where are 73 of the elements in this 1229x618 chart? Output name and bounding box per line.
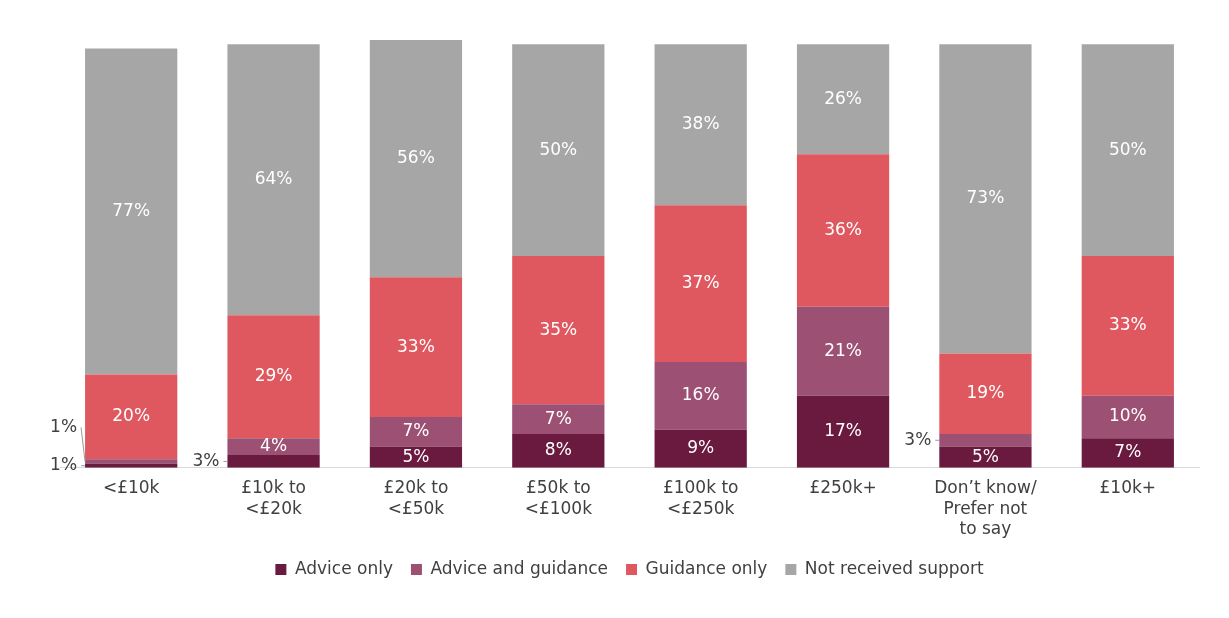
data-label: 50% (539, 138, 578, 159)
bar (369, 40, 463, 278)
bar (1081, 44, 1174, 257)
data-label: 7% (1114, 441, 1142, 462)
bar (796, 154, 890, 307)
data-label: 17% (824, 420, 862, 441)
bar (796, 44, 890, 155)
data-label: 33% (397, 335, 435, 356)
data-label: 64% (254, 168, 293, 189)
legend-label: Advice and guidance (430, 557, 609, 578)
x-tick-label: £10k to <£20k (241, 477, 306, 518)
data-label: 4% (260, 435, 288, 456)
bar (654, 429, 747, 468)
data-label: 21% (824, 339, 862, 360)
x-tick-label: Don’t know/ Prefer not to say (934, 477, 1037, 539)
data-label: 5% (402, 445, 430, 466)
x-tick-label: £250k+ (809, 477, 877, 498)
bar (939, 433, 1032, 447)
legend-label: Guidance only (645, 557, 768, 578)
bar (796, 395, 890, 468)
data-label: 20% (112, 405, 151, 426)
bar (1081, 438, 1174, 468)
bar (512, 433, 605, 468)
data-label: 38% (681, 113, 720, 134)
bar (939, 44, 1032, 354)
bar (654, 361, 747, 430)
x-tick-label: £20k to <£50k (383, 477, 449, 518)
bar (512, 404, 605, 434)
legend-label: Not received support (804, 557, 984, 578)
data-label: 37% (681, 271, 720, 292)
bar (654, 205, 747, 362)
data-label: 3% (904, 428, 932, 449)
bar (227, 315, 320, 439)
data-label: 9% (687, 437, 715, 458)
data-label: 3% (192, 449, 220, 470)
data-label: 8% (544, 439, 572, 460)
data-label: 16% (681, 384, 720, 405)
x-tick-label: £100k to <£250k (662, 477, 739, 518)
data-label: 5% (971, 445, 999, 466)
data-label: 19% (966, 382, 1005, 403)
legend-label: Advice only (294, 557, 393, 578)
bar (654, 44, 747, 206)
bar (227, 438, 320, 456)
data-label: 1% (50, 415, 78, 436)
data-label: 10% (1108, 405, 1147, 426)
bar (369, 416, 463, 447)
data-label: 29% (254, 365, 293, 386)
data-label: 56% (397, 147, 435, 168)
data-label: 50% (1108, 138, 1147, 159)
data-label: 7% (402, 420, 430, 441)
data-label: 36% (824, 219, 862, 240)
bar (369, 277, 463, 417)
bar (512, 256, 605, 405)
bar (85, 374, 178, 460)
bar (796, 306, 890, 396)
data-label: 7% (544, 407, 572, 428)
data-label: 26% (824, 87, 862, 108)
data-label: 33% (1108, 314, 1147, 335)
bar (1081, 256, 1174, 396)
x-tick-label: £10k+ (1099, 477, 1157, 498)
bar (939, 353, 1032, 434)
bar (85, 459, 178, 464)
data-label: 35% (539, 318, 578, 339)
bar (512, 44, 605, 257)
bar (1081, 395, 1174, 439)
x-tick-label: <£10k (102, 477, 160, 498)
data-label: 77% (112, 199, 151, 220)
data-label: 1% (50, 454, 78, 475)
x-tick-label: £50k to <£100k (524, 477, 593, 518)
bar (227, 455, 320, 468)
data-label: 73% (966, 187, 1005, 208)
bar (227, 44, 320, 316)
bar (85, 48, 178, 375)
